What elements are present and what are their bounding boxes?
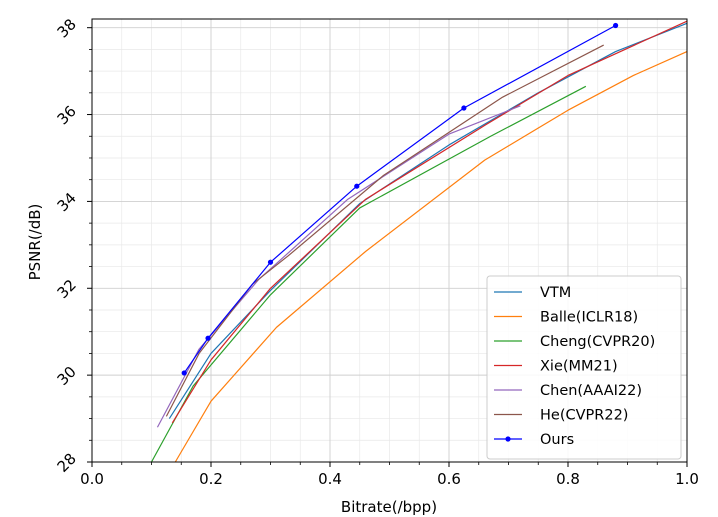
legend-label: VTM	[540, 285, 571, 301]
series-point	[181, 370, 187, 376]
series-line	[183, 24, 616, 374]
legend-item: Balle(ICLR18)	[494, 310, 638, 326]
legend-marker	[505, 436, 511, 442]
legend-item: Xie(MM21)	[494, 359, 618, 375]
legend-label: Cheng(CVPR20)	[540, 334, 655, 350]
legend-label: Ours	[540, 432, 574, 448]
series-line	[171, 20, 688, 424]
legend-item: He(CVPR22)	[494, 408, 628, 424]
series-line	[150, 85, 587, 463]
series-line	[174, 51, 688, 463]
legend-item: Chen(AAAI22)	[494, 383, 642, 399]
x-tick-label: 0.0	[80, 470, 104, 488]
tick-marks	[87, 27, 688, 467]
x-tick-label: 0.4	[318, 470, 342, 488]
series-line	[165, 44, 604, 417]
series-xie-mm21	[171, 20, 688, 424]
series-lines	[150, 20, 688, 463]
series-line	[168, 22, 688, 419]
legend-item: Ours	[494, 432, 574, 448]
legend-label: He(CVPR22)	[540, 408, 628, 424]
series-cheng-cvpr20	[150, 85, 587, 463]
series-he-cvpr22	[165, 44, 604, 417]
legend-label: Balle(ICLR18)	[540, 310, 638, 326]
y-axis-title: PSNR(/dB)	[26, 204, 44, 281]
series-ours	[181, 22, 619, 376]
legend: VTM Balle(ICLR18) Cheng(CVPR20) Xie(MM21) Ch…	[486, 275, 682, 460]
x-tick-label: 0.8	[556, 470, 580, 488]
series-vtm	[168, 22, 688, 419]
x-tick-label: 1.0	[675, 470, 699, 488]
legend-label: Xie(MM21)	[540, 359, 618, 375]
legend-item: Cheng(CVPR20)	[494, 334, 655, 350]
series-point	[461, 105, 467, 111]
series-balle-iclr18	[174, 51, 688, 463]
series-point	[613, 22, 619, 29]
x-tick-label: 0.6	[437, 470, 461, 488]
series-point	[267, 259, 274, 265]
x-tick-label: 0.2	[199, 470, 223, 488]
series-point	[205, 335, 211, 341]
series-point	[354, 183, 360, 189]
legend-box	[486, 275, 682, 460]
x-axis-title: Bitrate(/bpp)	[341, 498, 437, 516]
legend-label: Chen(AAAI22)	[540, 383, 642, 399]
legend-item: VTM	[494, 285, 571, 301]
